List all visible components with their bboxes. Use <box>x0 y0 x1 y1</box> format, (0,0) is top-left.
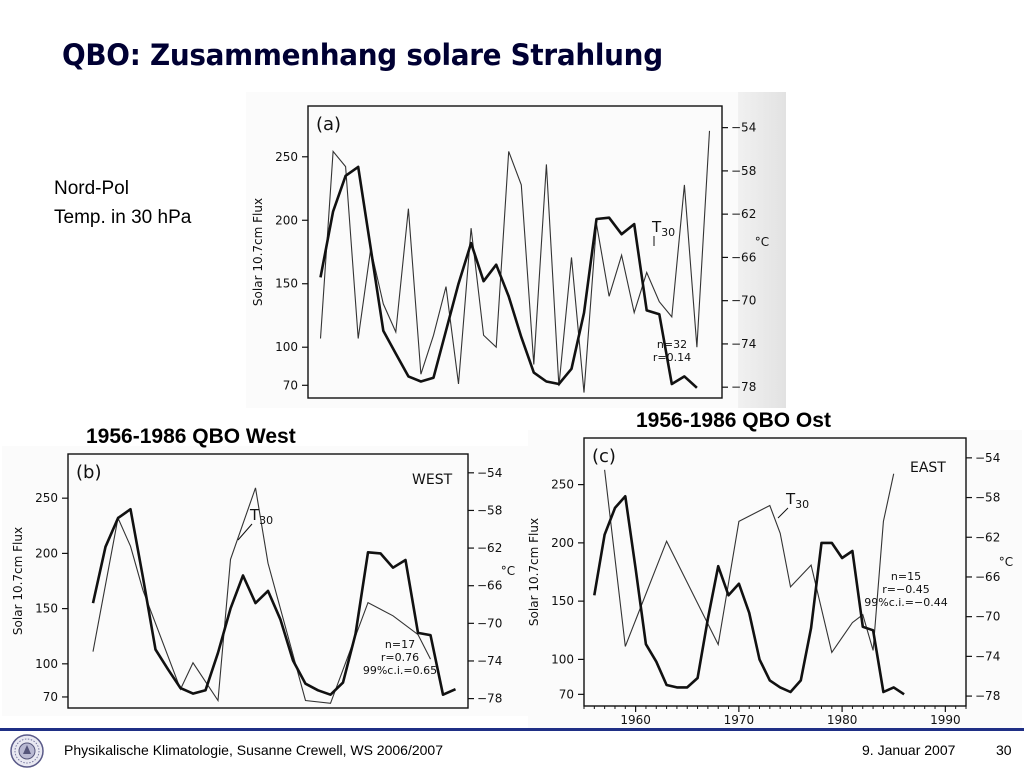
y2-tick-label: −78 <box>477 692 502 706</box>
y-tick-label: 70 <box>43 690 58 704</box>
stats-label: r=0.76 <box>381 651 419 664</box>
stats-label: r=−0.45 <box>882 583 929 596</box>
side-note: Nord-Pol Temp. in 30 hPa <box>54 174 191 232</box>
y2-tick-label: −62 <box>477 541 502 555</box>
y2-tick-label: −54 <box>731 121 756 135</box>
footer-course: Physikalische Klimatologie, Susanne Crew… <box>64 742 443 758</box>
series-label-sub: 30 <box>661 226 675 239</box>
university-seal-icon <box>10 734 44 768</box>
y2-tick-label: −66 <box>975 570 1000 584</box>
chart-a: 70 100 150 200 250 −54 −58 −62 −66 −70 −74 −78 Solar… <box>251 105 769 399</box>
panel-label: (c) <box>592 446 616 467</box>
series-temperature-line <box>604 469 895 654</box>
y2-tick-label: −58 <box>731 164 756 178</box>
chart-b-scan: 70 100 150 200 250 −54 −58 −62 −66 −70 −74 −78 Solar… <box>2 446 532 716</box>
side-note-line-1: Nord-Pol <box>54 178 129 199</box>
y2-tick-label: −54 <box>975 451 1000 465</box>
series-label-main: T <box>249 506 260 524</box>
y-tick-label: 200 <box>275 213 298 227</box>
stats-label: 99%c.i.=−0.44 <box>864 596 947 609</box>
series-label-arrow <box>777 507 789 519</box>
y-tick-label: 150 <box>551 594 574 608</box>
series-label-sub: 30 <box>795 498 809 511</box>
side-note-line-2: Temp. in 30 hPa <box>54 207 192 228</box>
y-tick-label: 100 <box>275 340 298 354</box>
panel-label: (b) <box>76 462 101 483</box>
plot-frame <box>307 105 723 399</box>
chart-c-scan: 70 100 150 200 250 −54 −58 −62 −66 −70 −74 −78 1960 1… <box>527 430 1022 728</box>
series-label: T30 <box>785 490 809 511</box>
y-tick-label: 70 <box>559 687 574 701</box>
y2-tick-label: −78 <box>731 380 756 394</box>
y-tick-label: 250 <box>275 150 298 164</box>
y2-tick-label: −78 <box>975 689 1000 703</box>
stats-label: n=17 <box>385 638 415 651</box>
series-label: T30 <box>249 506 273 527</box>
y2-tick-label: −62 <box>975 530 1000 544</box>
series-label-main: T <box>785 490 796 508</box>
stats-label: r=0.14 <box>653 351 691 364</box>
series-temperature-line <box>92 487 431 704</box>
y-tick-label: 200 <box>35 546 58 560</box>
chart-c: 70 100 150 200 250 −54 −58 −62 −66 −70 −74 −78 1960 1… <box>527 437 1013 727</box>
y2-tick-label: −54 <box>477 466 502 480</box>
y-tick-label: 250 <box>551 478 574 492</box>
y2-tick-label: −62 <box>731 207 756 221</box>
footer-rule <box>0 728 1024 731</box>
caption-qbo-east: 1956-1986 QBO Ost <box>636 409 831 432</box>
stats-label: n=15 <box>891 570 921 583</box>
plot-frame <box>67 453 469 709</box>
y2-tick-label: −74 <box>477 654 502 668</box>
y-tick-label: 250 <box>35 491 58 505</box>
x-tick-label: 1960 <box>620 713 651 727</box>
series-solar-flux-line <box>593 495 905 696</box>
y-tick-label: 150 <box>35 602 58 616</box>
y-axis-label: Solar 10.7cm Flux <box>251 198 265 306</box>
y2-tick-label: −58 <box>975 491 1000 505</box>
y-tick-label: 150 <box>275 277 298 291</box>
x-tick-label: 1970 <box>724 713 755 727</box>
y2-tick-label: −74 <box>731 337 756 351</box>
series-label-sub: 30 <box>259 514 273 527</box>
y2-tick-label: −58 <box>477 503 502 517</box>
panel-label: (a) <box>316 114 341 135</box>
footer-date: 9. Januar 2007 <box>862 742 956 758</box>
y2-tick-label: −70 <box>731 294 756 308</box>
series-solar-flux-line <box>91 507 457 696</box>
y2-tick-label: −74 <box>975 649 1000 663</box>
chart-b: 70 100 150 200 250 −54 −58 −62 −66 −70 −74 −78 Solar… <box>11 453 515 709</box>
stats-label: n=32 <box>657 338 687 351</box>
region-label: WEST <box>412 472 453 488</box>
stats-label: 99%c.i.=0.65 <box>363 664 437 677</box>
slide-title: QBO: Zusammenhang solare Strahlung <box>62 38 663 72</box>
y2-axis-label: °C <box>999 555 1013 569</box>
caption-qbo-west: 1956-1986 QBO West <box>86 425 296 448</box>
y2-axis-label: °C <box>755 235 769 249</box>
chart-a-scan: 70 100 150 200 250 −54 −58 −62 −66 −70 −74 −78 Solar… <box>246 92 786 408</box>
series-solar-flux-line <box>319 165 698 389</box>
y-tick-label: 100 <box>35 657 58 671</box>
y2-tick-label: −70 <box>975 610 1000 624</box>
series-temperature-line <box>319 130 711 393</box>
series-label-main: T <box>651 218 662 236</box>
x-tick-label: 1980 <box>827 713 858 727</box>
plot-frame <box>583 437 967 707</box>
y2-tick-label: −70 <box>477 616 502 630</box>
y-tick-label: 70 <box>283 378 298 392</box>
y-axis-label: Solar 10.7cm Flux <box>11 527 25 635</box>
y-tick-label: 200 <box>551 536 574 550</box>
region-label: EAST <box>910 460 946 476</box>
scan-edge <box>738 92 786 408</box>
y2-axis-label: °C <box>501 564 515 578</box>
series-label-arrow <box>237 523 253 541</box>
y-axis-label: Solar 10.7cm Flux <box>527 518 541 626</box>
y2-tick-label: −66 <box>477 579 502 593</box>
series-label: T30 <box>651 218 675 239</box>
y-tick-label: 100 <box>551 652 574 666</box>
footer-page-number: 30 <box>996 742 1012 758</box>
x-tick-label: 1990 <box>930 713 961 727</box>
y2-tick-label: −66 <box>731 250 756 264</box>
